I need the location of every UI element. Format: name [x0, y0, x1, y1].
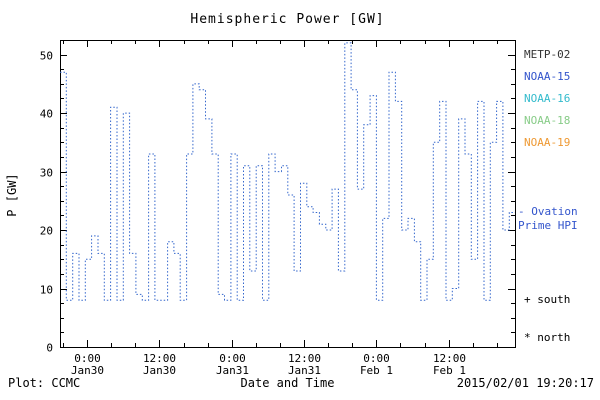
legend-item-noaa-18: NOAA-18 — [524, 114, 571, 127]
ovation-legend-line2: Prime HPI — [518, 219, 578, 232]
y-tick-label: 10 — [40, 284, 53, 297]
satellite-legend: METP-02 NOAA-15 NOAA-16 NOAA-18 NOAA-19 — [524, 44, 570, 154]
x-tick-label: 0:00 — [219, 352, 246, 365]
legend-item-metp-02: METP-02 — [524, 48, 571, 61]
x-tick-label: 12:00 — [143, 352, 176, 365]
x-tick-sublabel: Jan31 — [216, 364, 249, 377]
chart-title: Hemispheric Power [GW] — [190, 12, 385, 27]
ovation-legend: - Ovation Prime HPI — [518, 205, 578, 233]
x-tick-label: 12:00 — [288, 352, 321, 365]
plot-credit: Plot: CCMC — [8, 376, 81, 390]
x-tick-sublabel: Feb 1 — [433, 364, 466, 377]
legend-item-noaa-19: NOAA-19 — [524, 136, 571, 149]
x-tick-sublabel: Jan30 — [71, 364, 104, 377]
south-marker-legend: + south — [524, 293, 571, 306]
y-tick-label: 30 — [40, 167, 53, 180]
hpi-series-line — [60, 42, 515, 301]
x-axis-label: Date and Time — [240, 376, 335, 390]
legend-item-noaa-15: NOAA-15 — [524, 70, 571, 83]
x-tick-sublabel: Jan30 — [143, 364, 176, 377]
x-tick-label: 0:00 — [363, 352, 390, 365]
y-tick-label: 50 — [40, 50, 53, 63]
y-tick-label: 20 — [40, 225, 53, 238]
y-tick-label: 40 — [40, 108, 53, 121]
x-tick-label: 12:00 — [433, 352, 466, 365]
plot-frame — [60, 40, 516, 348]
legend-item-noaa-16: NOAA-16 — [524, 92, 571, 105]
plot-timestamp: 2015/02/01 19:20:17 — [456, 376, 594, 390]
y-tick-label: 0 — [46, 342, 53, 355]
x-tick-sublabel: Jan31 — [288, 364, 321, 377]
north-marker-legend: * north — [524, 331, 571, 344]
x-tick-sublabel: Feb 1 — [360, 364, 393, 377]
x-tick-label: 0:00 — [74, 352, 101, 365]
ovation-legend-line1: - Ovation — [518, 205, 578, 218]
